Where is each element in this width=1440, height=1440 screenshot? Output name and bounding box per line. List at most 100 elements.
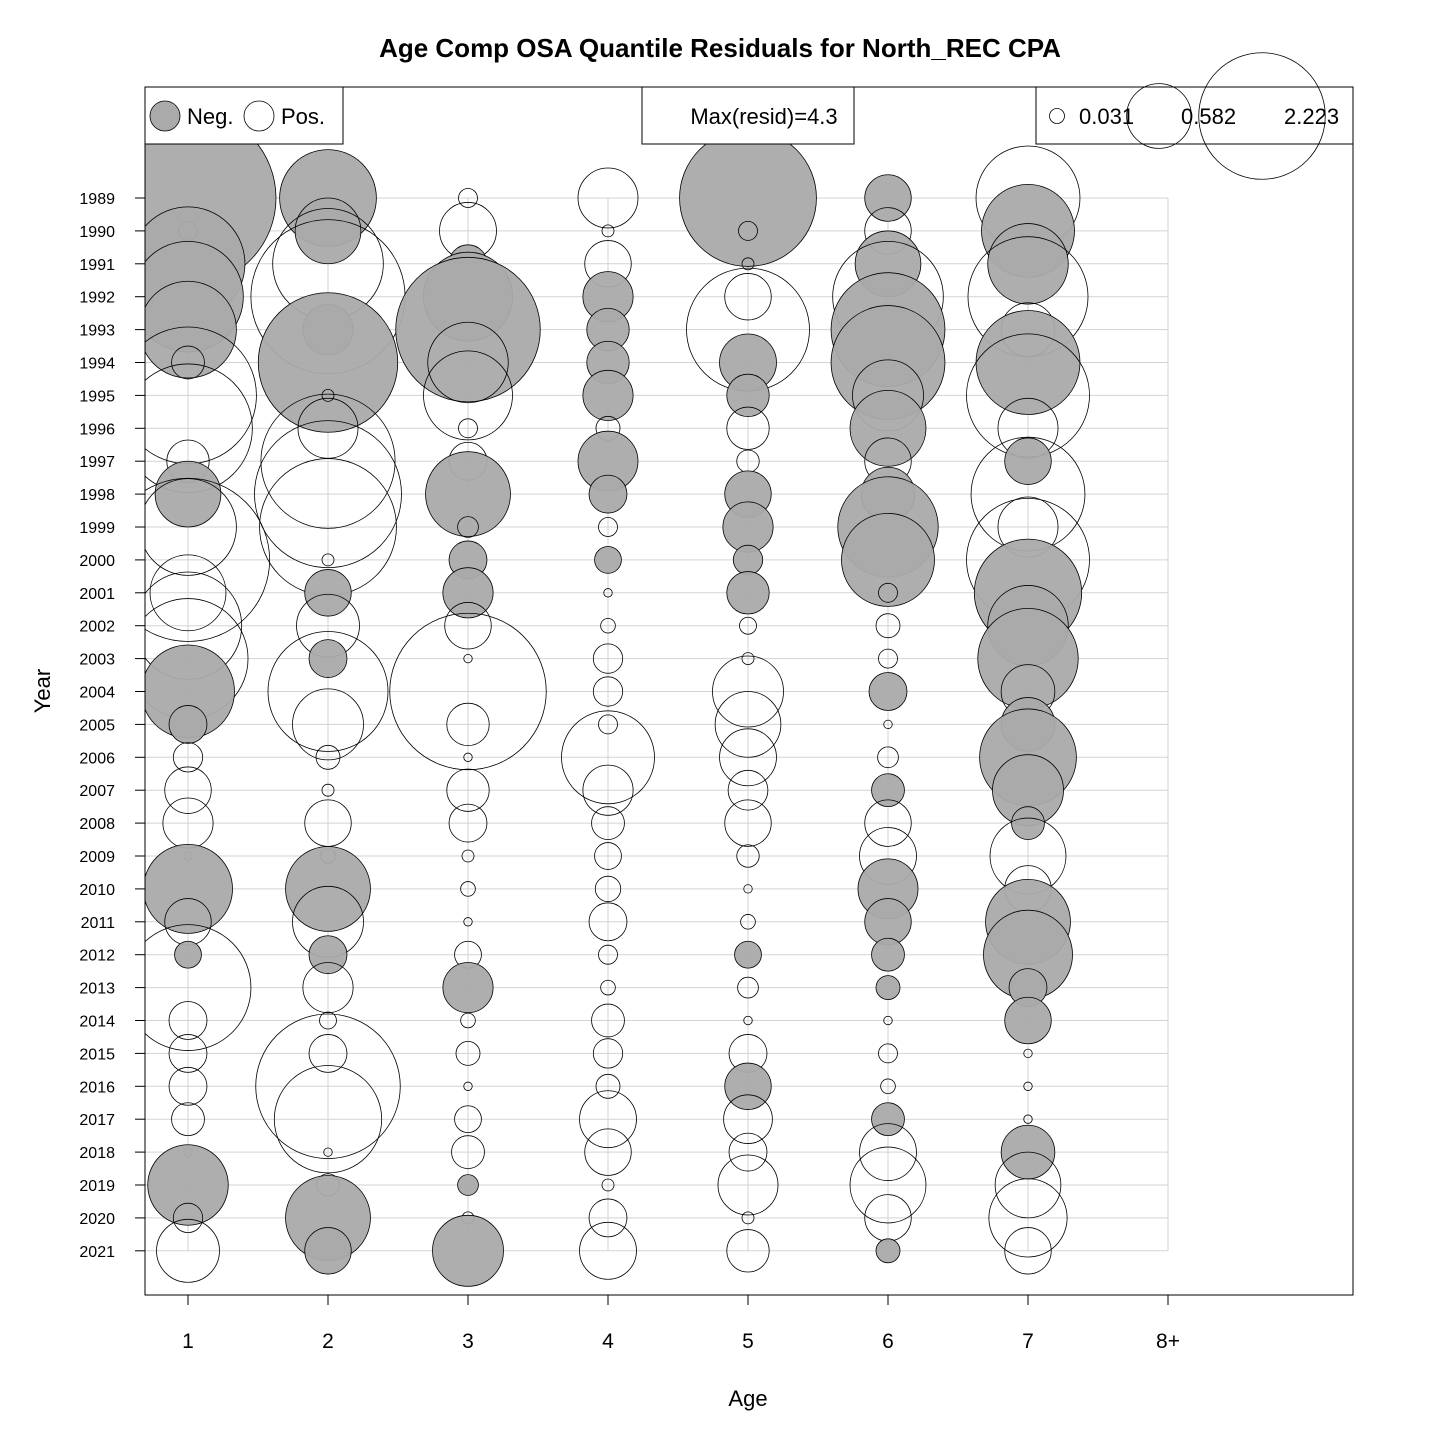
residual-bubble-positive [592,643,624,674]
residual-bubble-positive [463,917,473,927]
residual-bubble-positive [728,1132,768,1172]
residual-bubble-negative [145,280,237,379]
residual-bubble-positive [457,516,479,538]
residual-bubble-positive [601,1178,615,1192]
residual-bubble-negative [871,773,905,808]
residual-bubble-positive [168,1034,208,1073]
residual-bubble-positive [423,350,513,441]
residual-bubble-positive [994,1151,1062,1219]
residual-bubble-positive [717,1154,779,1216]
residual-bubble-positive [859,1123,917,1181]
residual-bubble-positive [172,1202,204,1234]
residual-bubble-negative [732,544,764,576]
residual-bubble-positive [389,612,547,771]
x-tick-label: 6 [882,1330,894,1353]
residual-bubble-positive [308,1034,348,1073]
size-legend-label: 0.031 [1079,104,1134,129]
residual-bubble-positive [164,766,212,814]
residual-bubble-positive [458,188,478,208]
residual-bubble-positive [1023,1081,1033,1091]
residual-bubble-positive [738,221,758,241]
residual-bubble-positive [460,881,476,897]
residual-bubble-positive [427,321,509,404]
residual-bubble-positive [727,769,769,811]
x-tick-label: 3 [462,1330,474,1353]
residual-bubble-negative [679,129,817,267]
y-tick-label: 1998 [79,487,115,504]
residual-bubble-negative [304,1227,352,1275]
residual-bubble-positive [267,631,389,752]
y-tick-label: 2011 [81,915,116,932]
residual-bubble-negative [722,501,774,553]
residual-bubble-positive [168,1001,208,1040]
residual-bubble-positive [588,1198,628,1238]
residual-bubble-positive [145,477,271,642]
residual-bubble-positive [455,1040,481,1066]
residual-bubble-positive [149,554,227,632]
residual-bubble-negative [432,1214,504,1287]
residual-bubble-positive [600,617,616,634]
residual-bubble-negative [734,940,762,969]
residual-bubble-positive [273,1065,383,1174]
residual-bubble-positive [592,1038,624,1069]
size-legend-box [1035,86,1354,145]
residual-bubble-positive [460,1012,476,1029]
residual-bubble-positive [454,1105,482,1134]
residual-bubble-positive [743,884,753,894]
residual-bubble-positive [171,1102,205,1137]
residual-bubble-positive [864,1194,912,1242]
residual-bubble-positive [878,648,898,669]
residual-bubble-negative [457,1174,479,1196]
residual-bubble-negative [425,451,511,537]
residual-bubble-negative [147,1144,229,1226]
y-tick-label: 2003 [79,652,115,669]
residual-bubble-positive [741,257,755,271]
residual-bubble-positive [577,167,639,229]
residual-bubble-positive [448,803,488,843]
y-tick-label: 2004 [79,685,115,702]
y-tick-label: 2015 [79,1046,115,1063]
y-tick-label: 2018 [79,1145,115,1162]
residual-bubble-positive [598,517,618,537]
y-tick-label: 2000 [79,553,115,570]
residual-bubble-negative [168,705,208,744]
residual-bubble-negative [987,223,1069,305]
y-tick-label: 2019 [79,1178,115,1195]
y-tick-label: 2014 [79,1014,115,1031]
residual-bubble-positive [726,406,770,450]
residual-bubble-negative [841,513,935,607]
residual-bubble-negative [442,567,494,619]
residual-bubble-positive [736,449,760,473]
residual-bubble-negative [304,569,352,617]
residual-bubble-positive [724,799,772,847]
y-tick-label: 2020 [79,1211,115,1228]
residual-bubble-positive [736,844,760,868]
y-tick-label: 1991 [79,257,115,274]
residual-bubble-positive [591,806,625,840]
residual-bubble-positive [598,714,618,735]
y-tick-label: 2013 [79,981,115,998]
residual-bubble-positive [739,616,757,635]
residual-bubble-negative [1004,437,1052,485]
size-legend-symbol [1049,108,1065,124]
residual-bubble-positive [584,1128,632,1176]
y-tick-label: 2007 [79,783,115,800]
residual-bubble-positive [741,1211,755,1225]
residual-bubble-positive [737,976,759,999]
x-tick-label: 8+ [1156,1330,1180,1353]
residual-bubble-positive [463,752,473,762]
residual-bubble-negative [285,846,371,932]
residual-bubble-positive [323,1147,333,1157]
legend-negative-label: Neg. [187,104,233,129]
residual-bubble-negative [1011,806,1045,840]
residual-bubble-negative [145,844,233,934]
legend-negative-symbol [149,100,181,132]
residual-bubble-positive [319,1011,337,1030]
residual-bubble-positive [883,719,893,730]
residual-bubble-positive [875,613,901,639]
residual-bubble-negative [868,672,908,711]
residual-bubble-positive [446,768,490,812]
x-tick-label: 2 [322,1330,334,1353]
residual-bubble-negative [864,174,912,222]
